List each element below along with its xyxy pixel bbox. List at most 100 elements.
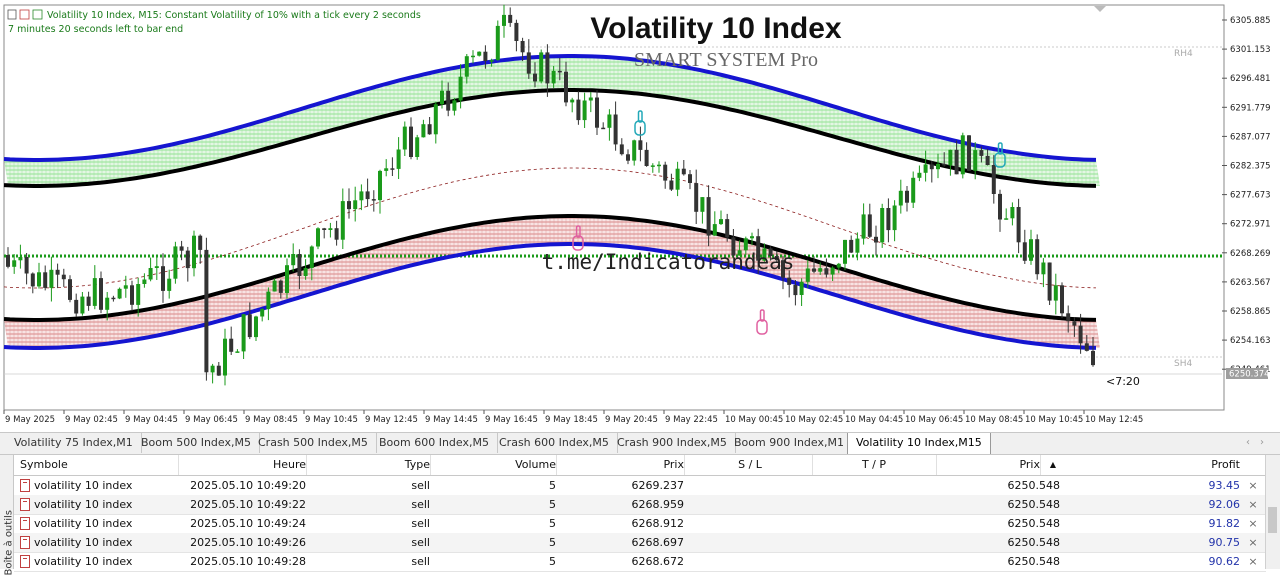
moving-average-line — [3, 167, 1097, 289]
candle-body — [216, 365, 221, 376]
candle-body — [421, 124, 426, 138]
candle-body — [396, 149, 401, 169]
indicator-icon[interactable] — [32, 9, 43, 20]
tab-volatility-10-m15[interactable]: Volatility 10 Index,M15 — [847, 433, 991, 454]
col-sl[interactable]: S / L — [688, 455, 813, 475]
row-profit: 93.45 — [1208, 479, 1241, 492]
candle-body — [43, 272, 48, 288]
table-scrollbar[interactable] — [1265, 455, 1280, 569]
candle-body — [235, 351, 240, 353]
candle-body — [675, 168, 680, 190]
chart-menu-icon[interactable] — [7, 9, 17, 20]
candle-body — [297, 254, 302, 276]
scrollbar-thumb[interactable] — [1268, 507, 1277, 533]
candle-body — [836, 263, 841, 268]
candle-body — [843, 239, 847, 264]
tab-volatility-75-m1[interactable]: Volatility 75 Index,M1 — [6, 433, 142, 453]
row-type: sell — [411, 479, 430, 492]
candle-body — [402, 126, 407, 150]
candle-body — [117, 288, 122, 299]
tab-crash-500-m5[interactable]: Crash 500 Index,M5 — [250, 433, 377, 453]
tab-scroll-arrows[interactable]: ‹› — [1246, 437, 1274, 448]
col-volume[interactable]: Volume — [434, 455, 557, 475]
sell-order-icon — [20, 479, 30, 492]
close-position-icon[interactable]: × — [1248, 536, 1258, 549]
candle-body — [440, 90, 444, 105]
table-row[interactable]: volatility 10 index 2025.05.10 10:49:24 … — [14, 514, 1266, 534]
table-row[interactable]: volatility 10 index 2025.05.10 10:49:28 … — [14, 552, 1266, 572]
candle-body — [359, 191, 364, 201]
tab-boom-500-m5[interactable]: Boom 500 Index,M5 — [133, 433, 260, 453]
candle-body — [973, 150, 978, 171]
candle-body — [991, 165, 996, 194]
trade-table: Boîte à outils Symbole Heure Type Volume… — [0, 455, 1280, 576]
row-price: 6268.959 — [631, 498, 685, 511]
time-tick-label: 9 May 22:45 — [665, 415, 718, 425]
candle-body — [483, 51, 488, 61]
candle-body — [328, 228, 333, 230]
sort-arrow-icon[interactable]: ▲ — [1049, 460, 1057, 469]
candle-body — [874, 236, 878, 243]
price-tick-label: 6254.163 — [1230, 336, 1271, 346]
candle-body — [762, 248, 767, 261]
row-current-price: 6250.548 — [1007, 536, 1061, 549]
candle-body — [1016, 207, 1021, 243]
candle-body — [774, 256, 779, 261]
candle-body — [706, 197, 711, 236]
candle-body — [657, 164, 661, 167]
candle-body — [130, 285, 134, 305]
candle-body — [1035, 239, 1040, 275]
candle-body — [223, 338, 227, 376]
tab-boom-600-m5[interactable]: Boom 600 Index,M5 — [371, 433, 498, 453]
candle-body — [588, 97, 593, 101]
row-type: sell — [411, 536, 430, 549]
candle-body — [210, 365, 215, 373]
candle-body — [99, 278, 103, 310]
col-type[interactable]: Type — [310, 455, 431, 475]
chart-window[interactable]: 6305.885 6301.153 6296.481 6291.779 6287.077… — [0, 0, 1280, 430]
candle-body — [148, 268, 153, 280]
toolbox-side-label[interactable]: Boîte à outils — [0, 455, 15, 576]
trade-panel-icon[interactable] — [19, 9, 30, 20]
buy-signal-hand-icon — [756, 309, 768, 335]
close-position-icon[interactable]: × — [1248, 517, 1258, 530]
price-chart[interactable]: 6305.885 6301.153 6296.481 6291.779 6287.077… — [0, 0, 1280, 430]
candle-body — [595, 97, 599, 128]
col-symbol[interactable]: Symbole — [20, 455, 179, 475]
table-row[interactable]: volatility 10 index 2025.05.10 10:49:20 … — [14, 476, 1266, 496]
price-tick-label: 6287.077 — [1230, 132, 1271, 142]
close-position-icon[interactable]: × — [1248, 479, 1258, 492]
row-symbol: volatility 10 index — [34, 555, 133, 568]
candle-body — [533, 73, 537, 82]
candle-body — [384, 168, 389, 171]
col-tp[interactable]: T / P — [812, 455, 937, 475]
candle-body — [285, 265, 289, 293]
row-volume: 5 — [549, 479, 556, 492]
candle-body — [74, 299, 79, 314]
tab-crash-900-m5[interactable]: Crash 900 Index,M5 — [609, 433, 736, 453]
candle-body — [204, 249, 209, 373]
hand-palm — [756, 319, 768, 335]
col-current-price[interactable]: Prix — [936, 455, 1041, 475]
tab-boom-900-m1[interactable]: Boom 900 Index,M1 — [726, 433, 853, 453]
close-position-icon[interactable]: × — [1248, 555, 1258, 568]
close-position-icon[interactable]: × — [1248, 498, 1258, 511]
price-tick-label: 6263.567 — [1230, 278, 1271, 288]
table-row[interactable]: volatility 10 index 2025.05.10 10:49:22 … — [14, 495, 1266, 515]
candle-body — [626, 154, 630, 161]
col-time[interactable]: Heure — [178, 455, 307, 475]
col-profit[interactable]: Profit — [1211, 458, 1240, 471]
candle-body — [86, 296, 91, 306]
table-row[interactable]: volatility 10 index 2025.05.10 10:49:26 … — [14, 533, 1266, 553]
candle-body — [471, 55, 475, 58]
candle-body — [967, 135, 971, 171]
row-volume: 5 — [549, 536, 556, 549]
candle-body — [272, 280, 277, 292]
col-price[interactable]: Prix — [560, 455, 685, 475]
current-price-marker — [1226, 368, 1268, 379]
price-tick-label: 6282.375 — [1230, 162, 1271, 172]
tab-crash-600-m5[interactable]: Crash 600 Index,M5 — [491, 433, 618, 453]
candle-body — [266, 291, 271, 310]
row-time: 2025.05.10 10:49:26 — [190, 536, 306, 549]
chart-tabs: Volatility 75 Index,M1 Boom 500 Index,M5… — [0, 432, 1280, 455]
